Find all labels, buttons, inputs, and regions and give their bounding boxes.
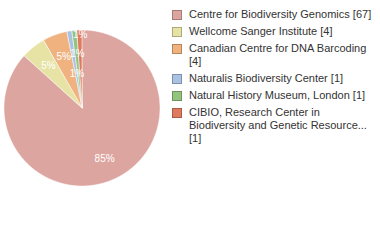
html-text:Canadian Centre for DNA Barcod: Canadian Centre for DNA Barcoding [4] bbox=[189, 42, 367, 67]
svg-text:1%: 1% bbox=[70, 68, 85, 79]
svg-text:5%: 5% bbox=[56, 51, 71, 62]
svg-text:5%: 5% bbox=[41, 60, 56, 71]
html-text:Wellcome Sanger Institute [4]: Wellcome Sanger Institute [4] bbox=[189, 25, 333, 37]
svg-text:1%: 1% bbox=[70, 48, 85, 59]
html-text:Centre for Biodiversity Genomi: Centre for Biodiversity Genomics [67] bbox=[189, 8, 372, 20]
html-text:Natural History Museum, London: Natural History Museum, London [1] bbox=[189, 89, 366, 101]
html-text:Naturalis Biodiversity Center: Naturalis Biodiversity Center [1] bbox=[189, 72, 344, 84]
svg-text:85%: 85% bbox=[95, 153, 115, 164]
svg-text:1%: 1% bbox=[73, 29, 88, 40]
html-text:CIBIO, Research Center in Biod: CIBIO, Research Center in Biodiversity a… bbox=[189, 106, 367, 144]
